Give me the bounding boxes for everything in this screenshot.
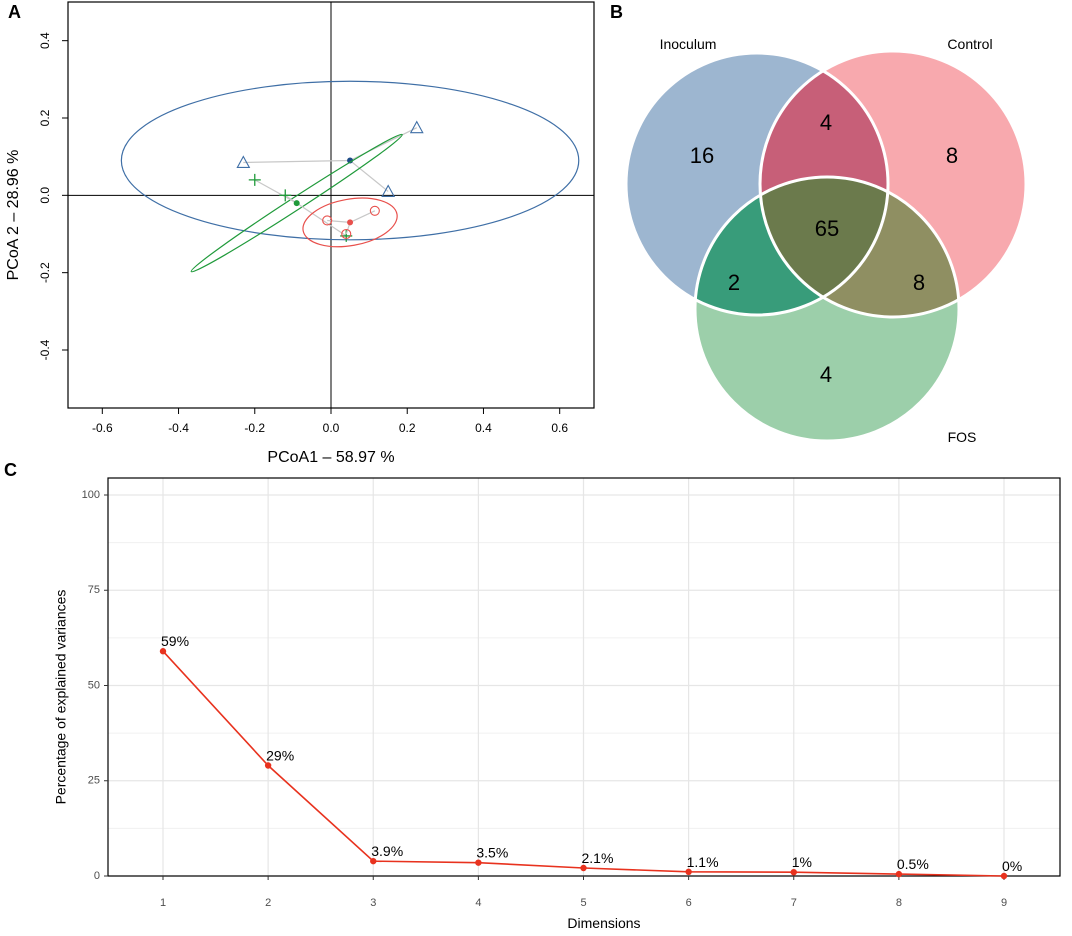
- pcoa-ellipse-inoculum: [120, 80, 580, 241]
- pcoa-point-inoculum: [409, 120, 424, 134]
- venn-count-inoculum-only: 16: [690, 143, 714, 168]
- pcoa-y-tick-label: 0.0: [38, 187, 52, 204]
- scree-data-label: 0%: [1002, 858, 1022, 874]
- venn-set-label-fos: FOS: [948, 429, 977, 445]
- venn-count-inoculum-control: 4: [820, 110, 832, 135]
- pcoa-x-tick-label: 0.2: [399, 421, 416, 435]
- pcoa-x-tick-label: -0.6: [92, 421, 113, 435]
- pcoa-centroid-fos: [293, 200, 300, 207]
- scree-x-tick-label: 5: [580, 897, 586, 909]
- scree-data-label: 3.5%: [476, 845, 508, 861]
- venn-set-label-inoculum: Inoculum: [660, 36, 717, 52]
- scree-x-tick-label: 1: [160, 897, 166, 909]
- pcoa-spider-line-inoculum: [243, 159, 351, 164]
- scree-data-label: 2.1%: [582, 850, 614, 866]
- pcoa-y-tick-label: -0.2: [38, 262, 52, 283]
- pcoa-spider-line-control: [327, 219, 351, 223]
- pcoa-x-tick-label: 0.6: [551, 421, 568, 435]
- venn-circle-outline: [758, 49, 1028, 319]
- pcoa-y-tick-label: -0.4: [38, 339, 52, 360]
- venn-count-control-only: 8: [946, 143, 958, 168]
- pcoa-x-tick-label: -0.2: [244, 421, 265, 435]
- scree-x-tick-label: 3: [370, 897, 376, 909]
- pcoa-spider-line-inoculum: [349, 160, 389, 192]
- scree-y-tick-label: 75: [88, 584, 100, 596]
- scree-data-label: 1.1%: [687, 854, 719, 870]
- scree-data-point: [895, 870, 903, 878]
- scree-x-axis-label: Dimensions: [567, 915, 640, 931]
- panel-label-a: A: [8, 2, 21, 22]
- scree-x-tick-label: 7: [791, 897, 797, 909]
- scree-data-point: [475, 859, 482, 866]
- pcoa-point-fos: [248, 173, 261, 186]
- pcoa-x-tick-label: -0.4: [168, 421, 189, 435]
- panel-label-c: C: [4, 460, 17, 480]
- scree-data-point: [790, 868, 797, 876]
- pcoa-point-inoculum: [381, 184, 396, 198]
- pcoa-x-tick-label: 0.0: [323, 421, 340, 435]
- pcoa-centroid-control: [347, 219, 354, 226]
- scree-data-label: 1%: [792, 854, 812, 870]
- pcoa-x-tick-label: 0.4: [475, 421, 492, 435]
- scree-y-tick-label: 100: [82, 489, 100, 501]
- pcoa-point-control: [322, 215, 333, 226]
- scree-y-axis-label: Percentage of explained variances: [53, 590, 69, 805]
- pcoa-point-fos: [279, 189, 292, 202]
- scree-x-tick-label: 8: [896, 897, 902, 909]
- venn-set-label-control: Control: [947, 36, 992, 52]
- scree-y-tick-label: 0: [94, 870, 100, 882]
- scree-data-point: [370, 857, 377, 865]
- pcoa-ellipse-fos: [190, 133, 403, 273]
- scree-data-point: [685, 868, 692, 876]
- scree-data-point: [1000, 872, 1008, 880]
- pcoa-x-axis-label: PCoA1 – 58.97 %: [267, 449, 394, 466]
- scree-data-label: 0.5%: [897, 856, 929, 872]
- scree-data-label: 59%: [161, 633, 189, 649]
- pcoa-spider-line-fos: [296, 202, 347, 237]
- scree-y-tick-label: 50: [88, 679, 100, 691]
- scree-y-tick-label: 25: [88, 775, 100, 787]
- scree-x-tick-label: 9: [1001, 897, 1007, 909]
- venn-circle-outline: [624, 51, 890, 317]
- venn-count-control-fos: 8: [913, 270, 925, 295]
- pcoa-spider-line-fos: [254, 179, 297, 204]
- pcoa-y-axis-label: PCoA 2 – 28.96 %: [5, 150, 22, 281]
- venn-count-fos-only: 4: [820, 362, 832, 387]
- scree-data-label: 29%: [266, 748, 294, 764]
- pcoa-y-tick-label: 0.4: [38, 32, 52, 49]
- scree-data-point: [159, 648, 167, 655]
- venn-count-inoculum-fos: 2: [728, 270, 740, 295]
- pcoa-point-control: [369, 205, 380, 216]
- scree-x-tick-label: 6: [686, 897, 692, 909]
- pcoa-y-tick-label: 0.2: [38, 109, 52, 126]
- panel-label-b: B: [610, 2, 623, 22]
- venn-circle-outline: [693, 175, 961, 443]
- scree-data-point: [580, 864, 587, 872]
- scree-x-tick-label: 2: [265, 897, 271, 909]
- scree-x-tick-label: 4: [475, 897, 481, 909]
- pcoa-point-control: [341, 228, 352, 240]
- pcoa-point-inoculum: [236, 155, 251, 169]
- venn-count-all: 65: [815, 216, 839, 241]
- pcoa-centroid-inoculum: [347, 157, 354, 164]
- pcoa-ellipse-control: [302, 197, 398, 248]
- scree-data-label: 3.9%: [371, 843, 403, 859]
- scree-data-point: [264, 762, 272, 769]
